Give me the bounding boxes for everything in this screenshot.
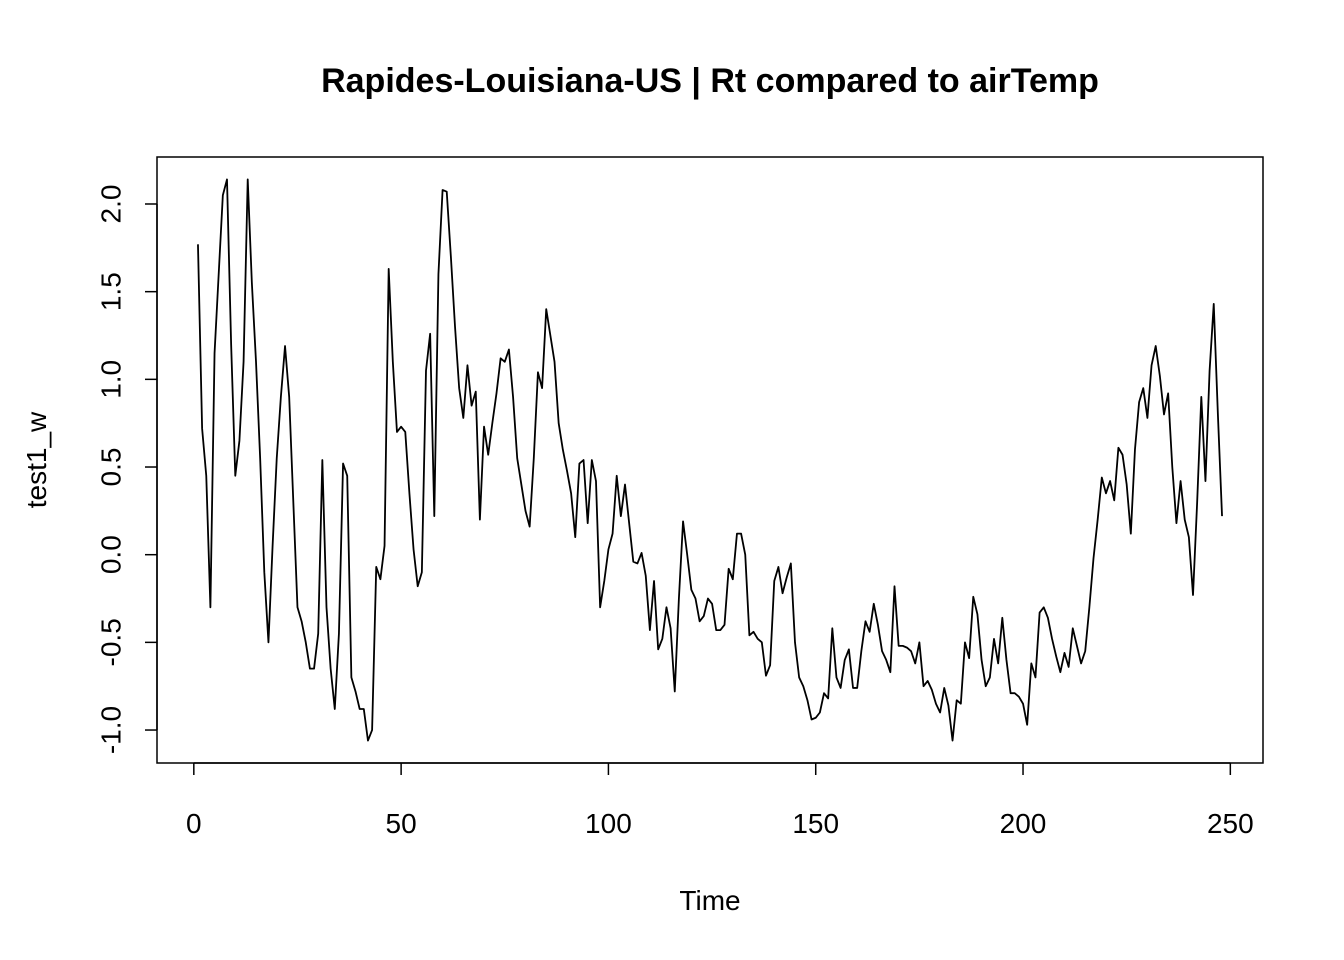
y-tick-label: 2.0: [95, 185, 126, 224]
y-axis-label: test1_w: [21, 411, 52, 508]
y-tick-label: -1.0: [95, 706, 126, 754]
x-tick-label: 50: [386, 808, 417, 839]
y-tick-label: -0.5: [95, 618, 126, 666]
x-tick-label: 0: [186, 808, 202, 839]
x-tick-label: 200: [1000, 808, 1047, 839]
x-axis-label: Time: [679, 885, 740, 916]
y-tick-label: 0.0: [95, 535, 126, 574]
y-tick-label: 1.0: [95, 360, 126, 399]
y-tick-label: 1.5: [95, 272, 126, 311]
y-tick-label: 0.5: [95, 448, 126, 487]
x-tick-label: 250: [1207, 808, 1254, 839]
chart-title: Rapides-Louisiana-US | Rt compared to ai…: [321, 62, 1099, 100]
x-tick-label: 100: [585, 808, 632, 839]
data-line: [197, 178, 1223, 742]
x-tick-label: 150: [792, 808, 839, 839]
